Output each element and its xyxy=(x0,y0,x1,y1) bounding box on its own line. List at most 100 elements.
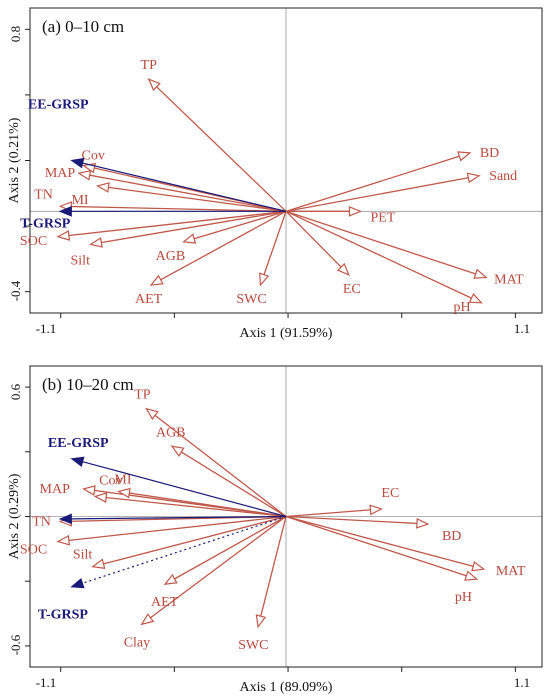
arrow-head xyxy=(149,274,164,286)
arrow-head xyxy=(255,614,267,629)
arrow-head xyxy=(457,151,472,162)
response-vector-t-grsp: T-GRSP xyxy=(38,515,287,623)
arrow-shaft xyxy=(285,515,427,525)
vector-mat: MAT xyxy=(285,515,526,579)
arrow-head xyxy=(91,558,106,569)
vector-soc: SOC xyxy=(20,210,287,249)
vector-label: TP xyxy=(134,388,151,403)
response-label: T-GRSP xyxy=(38,608,89,623)
vector-label: pH xyxy=(455,590,472,605)
vector-soc: SOC xyxy=(20,515,287,558)
vector-aet: AET xyxy=(151,515,287,610)
vector-label: MAT xyxy=(496,564,526,579)
arrow-shaft xyxy=(82,461,287,518)
arrow-head xyxy=(348,205,363,217)
arrow-shaft xyxy=(80,172,287,212)
arrow-head xyxy=(93,492,108,504)
vector-label: EC xyxy=(381,486,399,501)
vector-tp: TP xyxy=(141,58,287,212)
arrow-shaft xyxy=(142,515,287,624)
x-tick-label-min: -1.1 xyxy=(36,321,57,336)
vector-label: TN xyxy=(32,515,51,530)
arrow-shaft xyxy=(285,508,380,518)
arrow-head xyxy=(56,230,71,241)
panel-b: -1.1 1.1 0.6 -0.6 Axis 1 (89.09%) Axis 2 (0.2… xyxy=(7,365,543,695)
vector-label: Cov xyxy=(99,473,122,488)
vector-label: PET xyxy=(370,210,395,225)
vector-label: BD xyxy=(442,529,461,544)
arrow-head xyxy=(163,573,178,585)
arrow-head xyxy=(147,78,161,92)
vector-label: MAP xyxy=(45,166,76,181)
response-label: EE-GRSP xyxy=(28,98,89,113)
x-tick-label-max: 1.1 xyxy=(514,675,530,690)
vector-bd: BD xyxy=(285,146,499,212)
response-vector-t-grsp: T-GRSP xyxy=(20,205,286,231)
vector-label: SWC xyxy=(238,638,268,653)
vector-swc: SWC xyxy=(236,211,287,307)
arrow-head xyxy=(145,407,159,421)
arrow-head xyxy=(70,157,85,169)
vector-label: Clay xyxy=(124,635,150,650)
arrow-head xyxy=(336,262,350,277)
arrow-shaft xyxy=(147,409,287,518)
vector-bd: BD xyxy=(285,515,461,544)
arrow-shaft xyxy=(185,210,287,242)
arrow-shaft xyxy=(260,211,287,284)
vector-ec: EC xyxy=(285,210,361,297)
panel-a: -1.1 1.1 0.8 -0.4 Axis 1 (91.59%) Axis 2 (0.2… xyxy=(7,7,543,341)
y-axis-label: Axis 2 (0.21%) xyxy=(7,117,22,203)
vector-agb: AGB xyxy=(156,210,287,264)
arrow-shaft xyxy=(152,210,287,285)
response-label: T-GRSP xyxy=(20,216,71,231)
x-tick-label-max: 1.1 xyxy=(514,321,530,336)
vector-ph: pH xyxy=(285,515,479,605)
vector-tp: TP xyxy=(134,388,287,518)
vector-silt: Silt xyxy=(71,210,287,268)
arrow-shaft xyxy=(285,210,485,278)
response-label: EE-GRSP xyxy=(48,436,109,451)
arrow-head xyxy=(95,182,110,193)
arrow-shaft xyxy=(149,80,287,212)
vector-label: AET xyxy=(151,595,179,610)
panel-title: (a) 0–10 cm xyxy=(42,17,124,36)
vector-label: TP xyxy=(141,58,158,73)
arrow-head xyxy=(471,560,486,572)
x-tick-label-min: -1.1 xyxy=(36,675,57,690)
arrow-head xyxy=(182,233,197,244)
vector-swc: SWC xyxy=(238,516,287,653)
vector-label: MI xyxy=(71,193,88,208)
arrow-head xyxy=(416,518,430,529)
arrow-head xyxy=(77,170,92,181)
vector-agb: AGB xyxy=(156,425,287,518)
arrow-shaft xyxy=(173,446,287,518)
arrow-shaft xyxy=(59,515,287,543)
arrow-head xyxy=(116,487,131,499)
y-axis-label: Axis 2 (0.29%) xyxy=(7,473,22,559)
vector-label: MAP xyxy=(40,482,71,497)
arrow-shaft xyxy=(59,210,287,238)
y-tick-label-max: 0.8 xyxy=(8,26,23,42)
vector-label: SOC xyxy=(20,234,47,249)
vector-label: AGB xyxy=(156,249,186,264)
arrow-head xyxy=(70,577,85,589)
arrow-shaft xyxy=(94,515,287,567)
arrow-shaft xyxy=(92,210,287,245)
arrow-head xyxy=(369,504,383,516)
response-vector-ee-grsp: EE-GRSP xyxy=(48,436,287,518)
arrow-shaft xyxy=(71,515,287,520)
vector-sand: Sand xyxy=(285,169,517,212)
arrow-shaft xyxy=(285,515,476,580)
response-vector-t-grsp xyxy=(58,513,287,525)
arrow-shaft xyxy=(285,175,478,212)
arrow-head xyxy=(56,534,71,546)
vector-mi: MI xyxy=(71,182,287,212)
vector-ph: pH xyxy=(285,210,483,315)
arrow-shaft xyxy=(82,515,287,584)
arrow-shaft xyxy=(285,515,483,570)
panel-title: (b) 10–20 cm xyxy=(42,375,134,394)
arrow-shaft xyxy=(166,515,287,584)
arrow-shaft xyxy=(257,516,287,626)
y-tick-label-max: 0.6 xyxy=(8,383,23,400)
